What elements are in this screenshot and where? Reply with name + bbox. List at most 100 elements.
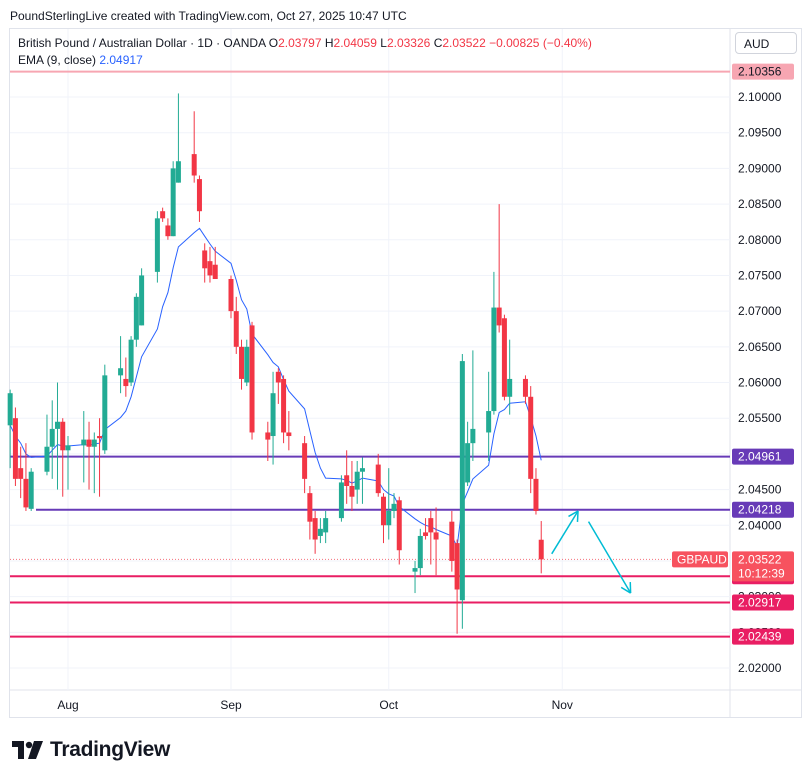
candle-body bbox=[102, 375, 108, 451]
candle bbox=[459, 353, 465, 629]
candle bbox=[196, 175, 202, 222]
y-tick-label: 2.06000 bbox=[738, 376, 782, 390]
arrow-head bbox=[620, 586, 631, 594]
candle-body bbox=[538, 539, 544, 560]
candle bbox=[302, 436, 308, 494]
ema-label: EMA (9, close) bbox=[18, 53, 97, 67]
candle-body bbox=[44, 446, 50, 472]
candle-body bbox=[281, 378, 287, 433]
low-label: L bbox=[380, 36, 387, 50]
candle-body bbox=[133, 296, 139, 340]
y-tick-label: 2.07500 bbox=[738, 268, 782, 282]
ema-value: 2.04917 bbox=[99, 53, 143, 67]
candle-body bbox=[202, 250, 208, 269]
currency-button[interactable]: AUD bbox=[735, 32, 797, 54]
candle-body bbox=[286, 432, 292, 437]
candle bbox=[428, 510, 434, 565]
x-tick-label: Aug bbox=[57, 698, 78, 712]
candle-body bbox=[312, 518, 318, 540]
candle bbox=[228, 275, 234, 319]
candle-body bbox=[470, 428, 476, 444]
high-value: 2.04059 bbox=[333, 36, 377, 50]
horizontal-levels bbox=[10, 70, 730, 638]
candle bbox=[359, 457, 365, 504]
candle-body bbox=[207, 261, 213, 276]
candle bbox=[354, 461, 360, 504]
y-tick-label: 2.10000 bbox=[738, 90, 782, 104]
candle bbox=[380, 493, 386, 544]
candle bbox=[286, 411, 292, 451]
y-tick-label: 2.05500 bbox=[738, 411, 782, 425]
candle bbox=[207, 246, 213, 283]
candle bbox=[102, 364, 108, 454]
candle-body bbox=[165, 225, 171, 237]
symbol-legend: British Pound / Australian Dollar · 1D ·… bbox=[18, 36, 592, 50]
candle bbox=[317, 518, 323, 544]
ema-legend[interactable]: EMA (9, close) 2.04917 bbox=[18, 53, 143, 67]
candle-body bbox=[18, 468, 24, 479]
candle-body bbox=[507, 378, 513, 397]
chart-credit: PoundSterlingLive created with TradingVi… bbox=[10, 9, 407, 23]
candle-body bbox=[491, 307, 497, 412]
level-price-tag-text: 2.10356 bbox=[738, 65, 782, 79]
level-price-tag-text: 2.02439 bbox=[738, 630, 782, 644]
candle-body bbox=[81, 439, 87, 446]
candle-body bbox=[386, 510, 392, 526]
candle-body bbox=[175, 161, 181, 183]
y-tick-label: 2.09000 bbox=[738, 161, 782, 175]
level-price-tag-text: 2.02917 bbox=[738, 596, 782, 610]
candle bbox=[123, 357, 129, 397]
candle-body bbox=[60, 421, 66, 451]
candle-body bbox=[465, 443, 471, 483]
candle bbox=[412, 560, 418, 594]
level-price-tag bbox=[732, 63, 794, 80]
candle-body bbox=[154, 218, 160, 272]
candle-body bbox=[396, 500, 402, 551]
symbol-name: British Pound / Australian Dollar · 1D ·… bbox=[18, 36, 266, 50]
candle bbox=[391, 493, 397, 519]
candle bbox=[349, 461, 355, 511]
x-tick-label: Oct bbox=[379, 698, 398, 712]
trend-arrow bbox=[551, 510, 579, 555]
open-value: 2.03797 bbox=[278, 36, 322, 50]
candle-body bbox=[249, 325, 255, 433]
candle bbox=[501, 314, 507, 401]
candle bbox=[533, 468, 539, 515]
candle-body bbox=[428, 518, 434, 533]
candle-body bbox=[323, 518, 329, 533]
candle bbox=[233, 296, 239, 354]
candle bbox=[97, 418, 103, 497]
level-price-tag bbox=[732, 628, 794, 645]
candle bbox=[375, 453, 381, 497]
trend-arrow bbox=[587, 521, 632, 594]
level-price-tag bbox=[732, 594, 794, 611]
candle bbox=[470, 350, 476, 462]
candle bbox=[249, 321, 255, 440]
y-tick-label: 2.09500 bbox=[738, 126, 782, 140]
level-price-tag bbox=[732, 448, 794, 465]
candle-body bbox=[349, 485, 355, 497]
symbol-tag-text: GBPAUD bbox=[677, 552, 727, 566]
candle bbox=[486, 371, 492, 462]
change-value: −0.00825 (−0.40%) bbox=[489, 36, 592, 50]
arrow-head bbox=[568, 510, 579, 518]
candle bbox=[538, 521, 544, 574]
candle bbox=[128, 336, 134, 387]
candle bbox=[528, 386, 534, 494]
y-tick-label: 2.08000 bbox=[738, 233, 782, 247]
last-price-text: 2.03522 bbox=[738, 552, 782, 566]
price-axis: 2.020002.025002.030002.035002.040002.045… bbox=[738, 90, 782, 675]
candle-body bbox=[239, 346, 245, 379]
chart-frame bbox=[9, 28, 802, 718]
candle-body bbox=[354, 471, 360, 490]
candle-body bbox=[275, 371, 281, 383]
level-price-tag-text: 2.04961 bbox=[738, 450, 782, 464]
tradingview-brand[interactable]: TradingView bbox=[12, 737, 170, 763]
candle bbox=[65, 436, 71, 490]
time-axis: Aug Sep Oct Nov bbox=[57, 698, 573, 712]
candle bbox=[44, 414, 50, 476]
candle-body bbox=[338, 482, 344, 519]
candle bbox=[323, 510, 329, 544]
open-label: O bbox=[268, 36, 279, 50]
